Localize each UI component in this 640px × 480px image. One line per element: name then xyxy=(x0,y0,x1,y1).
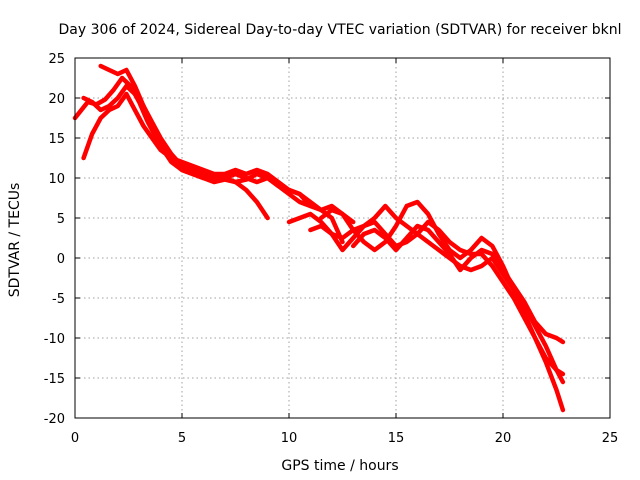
y-tick-label: -10 xyxy=(44,332,65,347)
x-tick-label: 5 xyxy=(178,431,186,446)
axis-ticks: 0 5 10 15 20 25 -20 -15 -10 -5 0 5 10 15 20 25 xyxy=(44,52,619,446)
series-line-trace-7 xyxy=(318,199,566,413)
y-tick-label: -15 xyxy=(44,372,65,387)
x-tick-label: 20 xyxy=(495,431,512,446)
y-tick-label: -5 xyxy=(52,292,65,307)
y-tick-label: -20 xyxy=(44,412,65,427)
y-tick-label: 5 xyxy=(57,212,65,227)
x-tick-label: 25 xyxy=(602,431,619,446)
y-tick-label: 25 xyxy=(48,52,65,67)
chart-title: Day 306 of 2024, Sidereal Day-to-day VTE… xyxy=(59,22,622,38)
series-line-trace-8 xyxy=(350,223,566,345)
y-tick-label: 10 xyxy=(48,172,65,187)
y-tick-label: 20 xyxy=(48,92,65,107)
y-axis-label: SDTVAR / TECUs xyxy=(7,183,23,298)
series-line-trace-1 xyxy=(72,75,270,221)
y-tick-label: 15 xyxy=(48,132,65,147)
series-line-trace-2 xyxy=(81,83,356,225)
series-layer xyxy=(72,63,566,413)
x-axis-label: GPS time / hours xyxy=(281,458,398,474)
x-tick-label: 15 xyxy=(388,431,405,446)
series-line-trace-4 xyxy=(98,63,313,209)
series-line-trace-3 xyxy=(81,91,345,245)
x-tick-label: 10 xyxy=(281,431,298,446)
plot-frame xyxy=(74,57,611,419)
y-tick-label: 0 xyxy=(57,252,65,267)
x-tick-label: 0 xyxy=(71,431,79,446)
